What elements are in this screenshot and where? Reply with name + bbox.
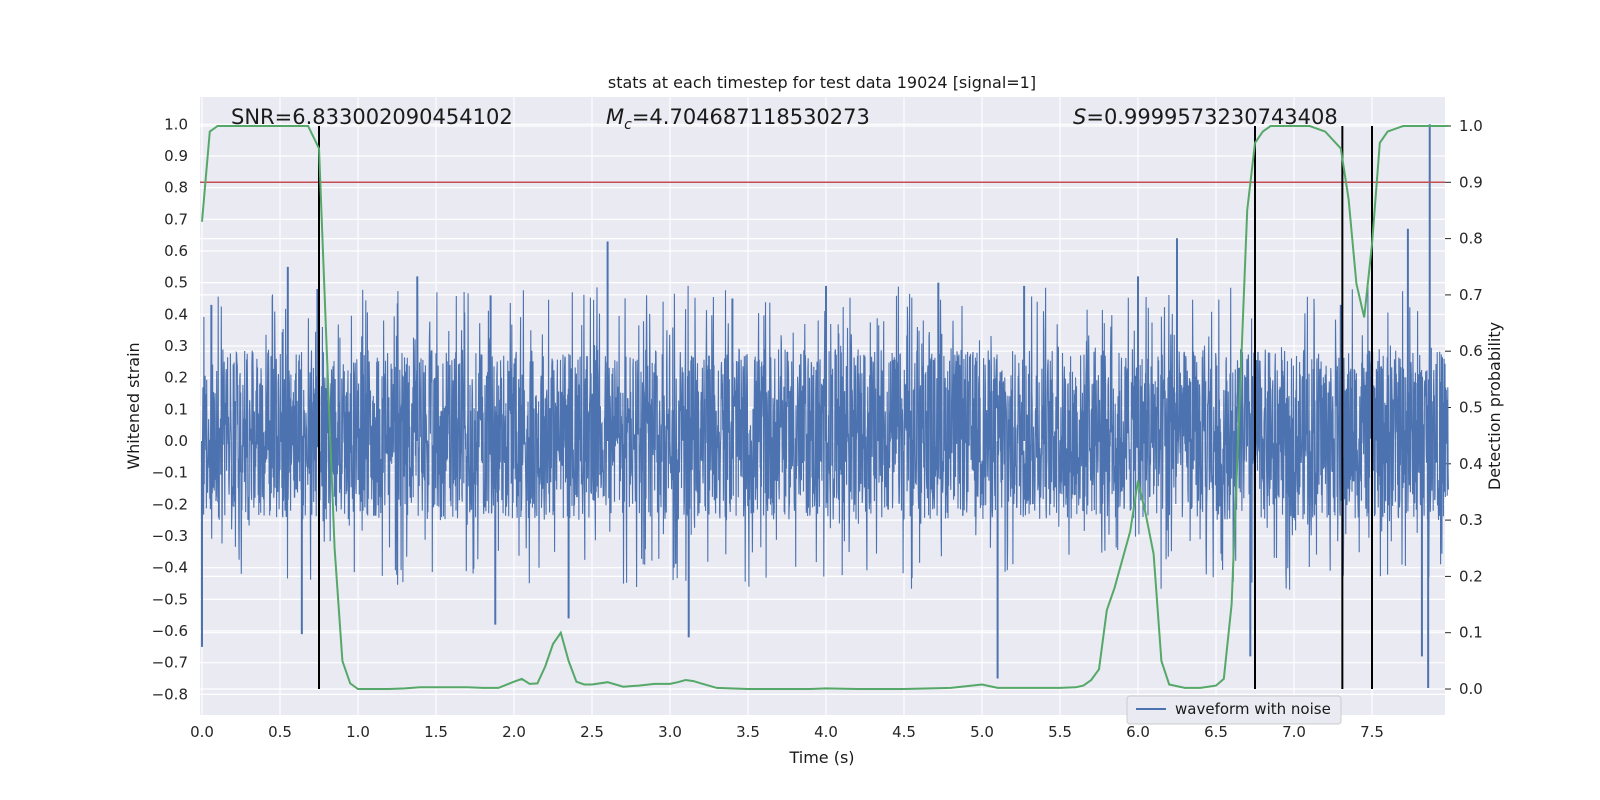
y-left-tick-label: 0.7 [164,210,188,228]
snr-annotation: SNR=6.833002090454102 [231,105,513,129]
y-left-tick-label: −0.3 [152,527,188,545]
y-right-tick-label: 1.0 [1459,117,1483,135]
y-right-axis-label: Detection probability [1485,322,1504,490]
y-left-tick-label: 0.9 [164,147,188,165]
x-tick-labels: 0.0 0.5 1.0 1.5 2.0 2.5 3.0 3.5 4.0 4.5 5.0 5.5 6.0 6… [190,723,1384,741]
y-left-tick-label: 0.6 [164,242,188,260]
y-left-tick-label: 0.4 [164,305,188,323]
x-tick-label: 1.5 [424,723,448,741]
y-left-tick-label: 0.0 [164,432,188,450]
y-left-tick-label: −0.7 [152,654,188,672]
y-right-tick-label: 0.5 [1459,399,1483,417]
chart-title: stats at each timestep for test data 190… [608,73,1036,92]
y-right-tick-labels: 1.0 0.9 0.8 0.7 0.6 0.5 0.4 0.3 0.2 0.1 0.0 [1459,117,1483,698]
y-right-tick-label: 0.3 [1459,511,1483,529]
score-annotation: S=0.9999573230743408 [1073,105,1338,129]
legend-box [1126,695,1342,725]
detection-markers [318,126,1373,689]
y-left-axis-label: Whitened strain [124,342,143,469]
y-right-tick-label: 0.2 [1459,567,1483,585]
x-tick-label: 1.0 [346,723,370,741]
y-right-tick-label: 0.4 [1459,455,1483,473]
y-left-tick-label: 0.5 [164,274,188,292]
y-left-tick-label: −0.8 [152,685,188,703]
x-tick-label: 0.0 [190,723,214,741]
y-left-tick-label: −0.6 [152,622,188,640]
x-tick-label: 4.0 [814,723,838,741]
x-tick-label: 2.0 [502,723,526,741]
y-left-tick-labels: 1.0 0.9 0.8 0.7 0.6 0.5 0.4 0.3 0.2 0.1 0.0 −0.1 −0.… [152,115,188,703]
legend: waveform with noise [1126,695,1342,725]
y-left-tick-label: 0.1 [164,400,188,418]
x-tick-label: 5.5 [1048,723,1072,741]
x-tick-label: 7.0 [1282,723,1306,741]
y-left-tick-label: −0.2 [152,495,188,513]
y-left-tick-label: 0.8 [164,179,188,197]
y-right-tick-label: 0.8 [1459,230,1483,248]
y-left-tick-label: −0.5 [152,590,188,608]
x-axis-label: Time (s) [788,748,854,767]
y-right-tick-label: 0.7 [1459,286,1483,304]
y-left-tick-label: −0.4 [152,559,188,577]
y-right-tick-label: 0.9 [1459,173,1483,191]
y-left-tick-label: 0.3 [164,337,188,355]
x-tick-label: 6.0 [1126,723,1150,741]
y-left-tick-label: −0.1 [152,464,188,482]
x-tick-label: 3.0 [658,723,682,741]
x-tick-label: 4.5 [892,723,916,741]
y-right-tick-label: 0.6 [1459,342,1483,360]
chirp-mass-annotation: Mc=4.704687118530273 [606,105,870,133]
x-tick-label: 0.5 [268,723,292,741]
waveform-peaks [201,124,1431,689]
x-tick-label: 3.5 [736,723,760,741]
x-tick-label: 5.0 [970,723,994,741]
x-tick-label: 6.5 [1204,723,1228,741]
y-right-tick-label: 0.0 [1459,680,1483,698]
x-tick-label: 7.5 [1360,723,1384,741]
probability-series [201,125,1449,690]
y-left-tick-label: 0.2 [164,369,188,387]
y-left-tick-label: 1.0 [164,115,188,133]
y-right-tick-label: 0.1 [1459,624,1483,642]
x-tick-label: 2.5 [580,723,604,741]
legend-label: waveform with noise [1175,700,1331,718]
